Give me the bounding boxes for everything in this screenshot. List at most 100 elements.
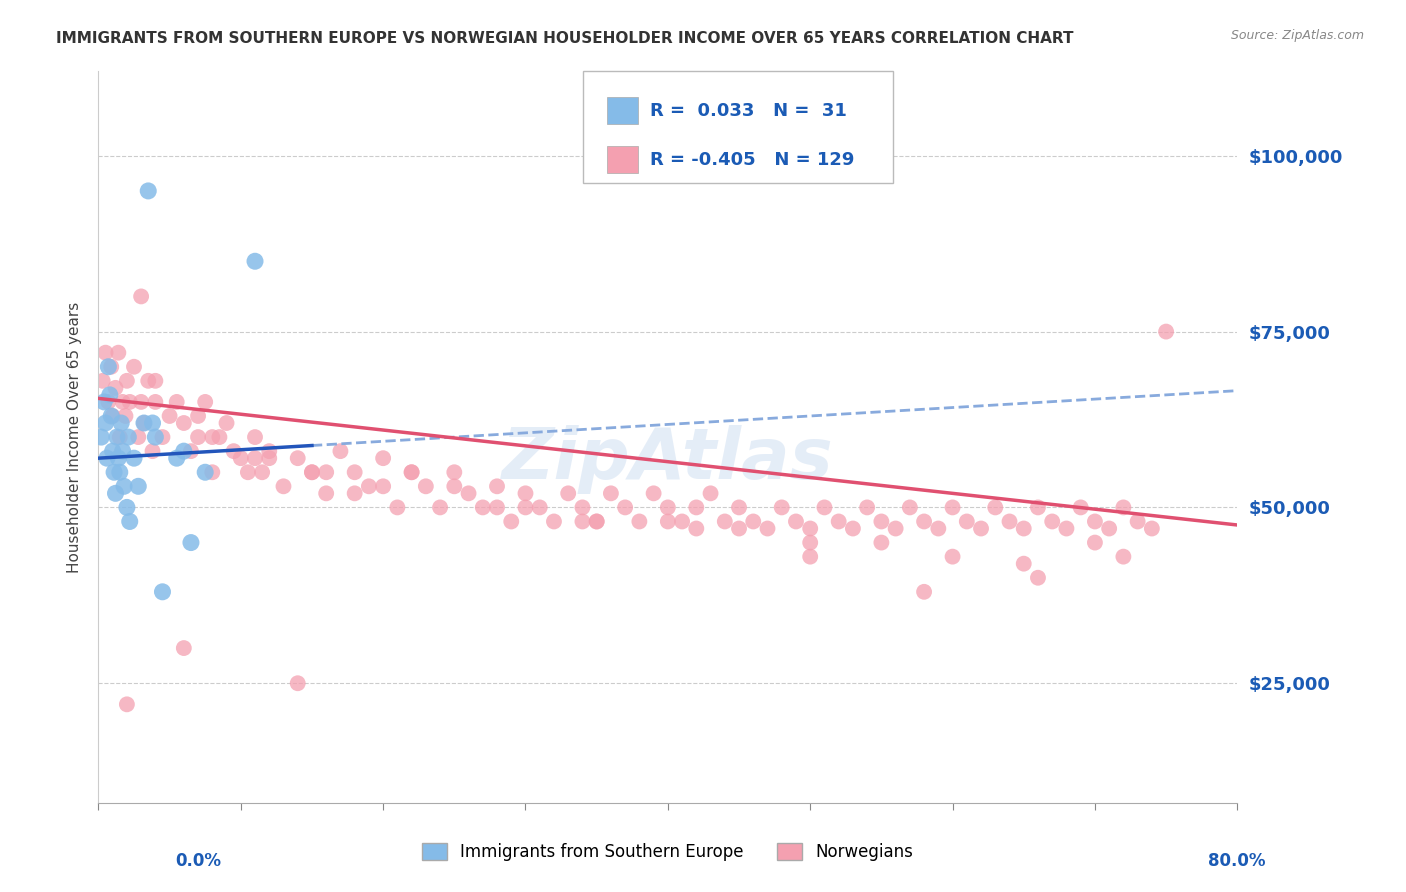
Point: [108, 430, 131, 444]
Point: [956, 515, 979, 529]
Point: [136, 184, 159, 198]
Point: [585, 515, 607, 529]
Point: [628, 515, 651, 529]
Point: [287, 451, 309, 466]
Point: [136, 374, 159, 388]
Point: [1040, 515, 1063, 529]
Point: [942, 500, 965, 515]
Text: 80.0%: 80.0%: [1208, 852, 1265, 870]
Point: [357, 479, 380, 493]
Point: [111, 395, 134, 409]
Point: [145, 430, 167, 444]
Point: [1084, 515, 1107, 529]
Legend: Immigrants from Southern Europe, Norwegians: Immigrants from Southern Europe, Norwegi…: [416, 836, 920, 868]
Point: [543, 515, 565, 529]
Point: [1056, 521, 1078, 535]
Point: [1012, 557, 1035, 571]
Point: [529, 500, 551, 515]
Point: [1026, 500, 1049, 515]
Point: [105, 430, 128, 444]
Point: [927, 521, 949, 535]
Point: [201, 430, 224, 444]
Point: [571, 515, 593, 529]
Point: [107, 451, 129, 466]
Point: [187, 430, 209, 444]
Point: [371, 451, 394, 466]
Point: [728, 521, 751, 535]
Point: [657, 500, 679, 515]
Point: [100, 409, 122, 423]
Point: [1084, 535, 1107, 549]
Text: ZipAtlas: ZipAtlas: [502, 425, 834, 493]
Point: [243, 451, 266, 466]
Point: [159, 409, 181, 423]
Point: [259, 451, 281, 466]
Point: [187, 409, 209, 423]
Text: R = -0.405   N = 129: R = -0.405 N = 129: [650, 151, 853, 169]
Point: [600, 486, 623, 500]
Point: [614, 500, 637, 515]
Y-axis label: Householder Income Over 65 years: Householder Income Over 65 years: [67, 301, 83, 573]
Point: [100, 359, 122, 374]
Point: [984, 500, 1007, 515]
Point: [742, 515, 765, 529]
Point: [145, 374, 167, 388]
Point: [215, 416, 238, 430]
Point: [117, 430, 139, 444]
Point: [515, 500, 537, 515]
Point: [329, 444, 352, 458]
Point: [585, 515, 607, 529]
Point: [998, 515, 1021, 529]
Point: [387, 500, 409, 515]
Point: [912, 515, 935, 529]
Point: [112, 479, 135, 493]
Point: [201, 465, 224, 479]
Point: [315, 486, 337, 500]
Point: [315, 465, 337, 479]
Point: [799, 521, 821, 535]
Point: [180, 535, 202, 549]
Point: [97, 395, 120, 409]
Point: [166, 395, 188, 409]
Point: [98, 388, 121, 402]
Point: [118, 515, 141, 529]
Point: [93, 395, 115, 409]
Point: [714, 515, 737, 529]
Point: [243, 254, 266, 268]
Point: [122, 451, 145, 466]
Point: [870, 515, 893, 529]
Point: [970, 521, 993, 535]
Point: [301, 465, 323, 479]
Point: [141, 416, 163, 430]
Point: [145, 395, 167, 409]
Point: [486, 500, 509, 515]
Point: [132, 416, 155, 430]
Point: [173, 416, 195, 430]
Point: [91, 374, 114, 388]
Point: [486, 479, 509, 493]
Point: [194, 465, 217, 479]
Point: [571, 500, 593, 515]
Point: [515, 486, 537, 500]
Point: [856, 500, 879, 515]
Point: [371, 479, 394, 493]
Point: [828, 515, 851, 529]
Point: [671, 515, 693, 529]
Point: [97, 359, 120, 374]
Point: [557, 486, 579, 500]
Point: [250, 465, 273, 479]
Point: [1098, 521, 1121, 535]
Point: [287, 676, 309, 690]
Point: [1012, 521, 1035, 535]
Point: [301, 465, 323, 479]
Point: [180, 444, 202, 458]
Point: [870, 535, 893, 549]
Point: [229, 451, 252, 466]
Point: [657, 515, 679, 529]
Point: [132, 416, 155, 430]
Point: [343, 486, 366, 500]
Point: [1154, 325, 1177, 339]
Text: Source: ZipAtlas.com: Source: ZipAtlas.com: [1230, 29, 1364, 42]
Point: [152, 430, 174, 444]
Point: [942, 549, 965, 564]
